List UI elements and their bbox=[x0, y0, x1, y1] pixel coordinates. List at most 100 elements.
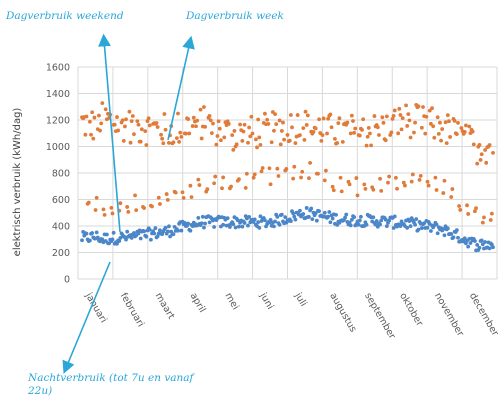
data-point-dag bbox=[427, 108, 432, 113]
data-point-dag bbox=[130, 114, 135, 118]
data-point-nacht bbox=[317, 209, 322, 214]
data-point-dag bbox=[165, 197, 170, 202]
data-point-nacht bbox=[334, 213, 338, 217]
data-point-dag bbox=[406, 112, 411, 116]
data-point-dag bbox=[338, 175, 343, 180]
data-point-dag bbox=[124, 117, 128, 122]
data-point-dag bbox=[478, 157, 483, 162]
data-point-dag bbox=[231, 147, 236, 152]
data-point-nacht bbox=[407, 219, 412, 224]
data-point-nacht bbox=[314, 218, 319, 223]
data-point-nacht bbox=[371, 215, 376, 220]
data-point-dag bbox=[442, 178, 447, 183]
data-point-dag bbox=[249, 114, 254, 119]
data-point-nacht bbox=[475, 242, 480, 247]
data-point-nacht bbox=[95, 235, 100, 240]
x-tick-label: september bbox=[362, 291, 397, 341]
data-point-dag bbox=[234, 142, 239, 147]
data-point-nacht bbox=[233, 225, 238, 230]
data-point-nacht bbox=[468, 241, 473, 245]
data-point-nacht bbox=[153, 226, 158, 231]
data-point-nacht bbox=[272, 224, 276, 229]
data-point-dag bbox=[248, 134, 253, 139]
data-point-dag bbox=[364, 143, 369, 148]
data-point-dag bbox=[418, 174, 423, 178]
data-point-dag bbox=[491, 150, 495, 155]
data-point-dag bbox=[198, 107, 203, 112]
data-point-dag bbox=[392, 108, 397, 113]
data-point-dag bbox=[360, 127, 364, 132]
data-point-dag bbox=[417, 177, 422, 182]
data-point-dag bbox=[188, 183, 193, 188]
data-point-dag bbox=[159, 132, 163, 137]
data-point-dag bbox=[180, 190, 185, 195]
data-point-dag bbox=[441, 191, 446, 195]
data-point-dag bbox=[195, 118, 200, 123]
data-point-dag bbox=[273, 112, 277, 116]
data-point-nacht bbox=[165, 229, 170, 234]
data-point-dag bbox=[138, 139, 143, 144]
data-point-dag bbox=[120, 118, 125, 123]
data-point-dag bbox=[326, 116, 331, 121]
data-point-dag bbox=[308, 160, 312, 165]
data-point-dag bbox=[409, 179, 414, 184]
data-point-dag bbox=[158, 202, 162, 206]
data-point-nacht bbox=[199, 221, 204, 226]
data-point-nacht bbox=[327, 210, 332, 214]
y-tick-label: 800 bbox=[52, 169, 70, 180]
data-point-dag bbox=[448, 135, 452, 139]
data-point-dag bbox=[357, 133, 362, 138]
data-point-nacht bbox=[247, 215, 252, 219]
data-point-dag bbox=[387, 174, 392, 179]
data-point-dag bbox=[440, 127, 445, 131]
data-point-dag bbox=[187, 131, 192, 136]
data-point-nacht bbox=[483, 240, 487, 244]
data-point-dag bbox=[279, 129, 284, 133]
data-point-nacht bbox=[383, 217, 388, 222]
data-point-dag bbox=[83, 132, 88, 137]
data-point-dag bbox=[301, 126, 306, 131]
data-point-nacht bbox=[387, 218, 392, 223]
data-point-dag bbox=[288, 113, 293, 117]
data-point-dag bbox=[419, 125, 424, 130]
data-point-dag bbox=[307, 176, 311, 181]
data-point-dag bbox=[413, 120, 417, 125]
data-point-nacht bbox=[358, 214, 363, 219]
data-point-dag bbox=[438, 120, 442, 125]
x-tick-label: juli bbox=[292, 290, 309, 308]
data-point-nacht bbox=[196, 215, 201, 220]
data-point-dag bbox=[191, 115, 196, 120]
data-point-dag bbox=[97, 113, 101, 118]
data-point-dag bbox=[100, 101, 105, 106]
data-point-nacht bbox=[84, 231, 89, 236]
data-point-dag bbox=[479, 152, 484, 157]
data-point-nacht bbox=[88, 238, 92, 243]
data-point-dag bbox=[431, 124, 436, 129]
data-point-nacht bbox=[451, 235, 456, 240]
data-point-nacht bbox=[186, 221, 191, 226]
data-point-dag bbox=[405, 124, 410, 128]
data-point-nacht bbox=[473, 239, 477, 243]
data-point-dag bbox=[215, 134, 220, 138]
data-point-nacht bbox=[425, 225, 430, 230]
data-point-nacht bbox=[257, 226, 262, 230]
data-point-dag bbox=[347, 182, 352, 187]
data-point-dag bbox=[237, 177, 241, 182]
data-point-nacht bbox=[344, 212, 349, 217]
data-point-dag bbox=[435, 115, 440, 120]
data-point-dag bbox=[410, 172, 415, 177]
data-point-dag bbox=[186, 117, 191, 122]
data-point-dag bbox=[171, 140, 176, 145]
data-point-nacht bbox=[202, 225, 206, 230]
data-point-nacht bbox=[408, 224, 413, 229]
data-point-dag bbox=[305, 113, 310, 118]
data-point-dag bbox=[391, 113, 396, 118]
nacht-series bbox=[80, 206, 495, 253]
data-point-dag bbox=[190, 124, 195, 128]
data-point-dag bbox=[112, 122, 117, 127]
data-point-nacht bbox=[182, 220, 187, 225]
data-point-dag bbox=[349, 113, 354, 118]
data-point-nacht bbox=[167, 224, 171, 229]
data-point-dag bbox=[462, 130, 467, 134]
data-point-dag bbox=[229, 184, 233, 189]
